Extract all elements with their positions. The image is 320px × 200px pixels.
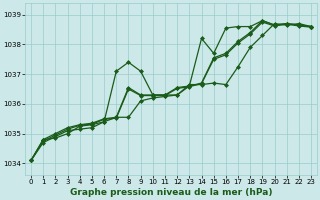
X-axis label: Graphe pression niveau de la mer (hPa): Graphe pression niveau de la mer (hPa) — [70, 188, 272, 197]
